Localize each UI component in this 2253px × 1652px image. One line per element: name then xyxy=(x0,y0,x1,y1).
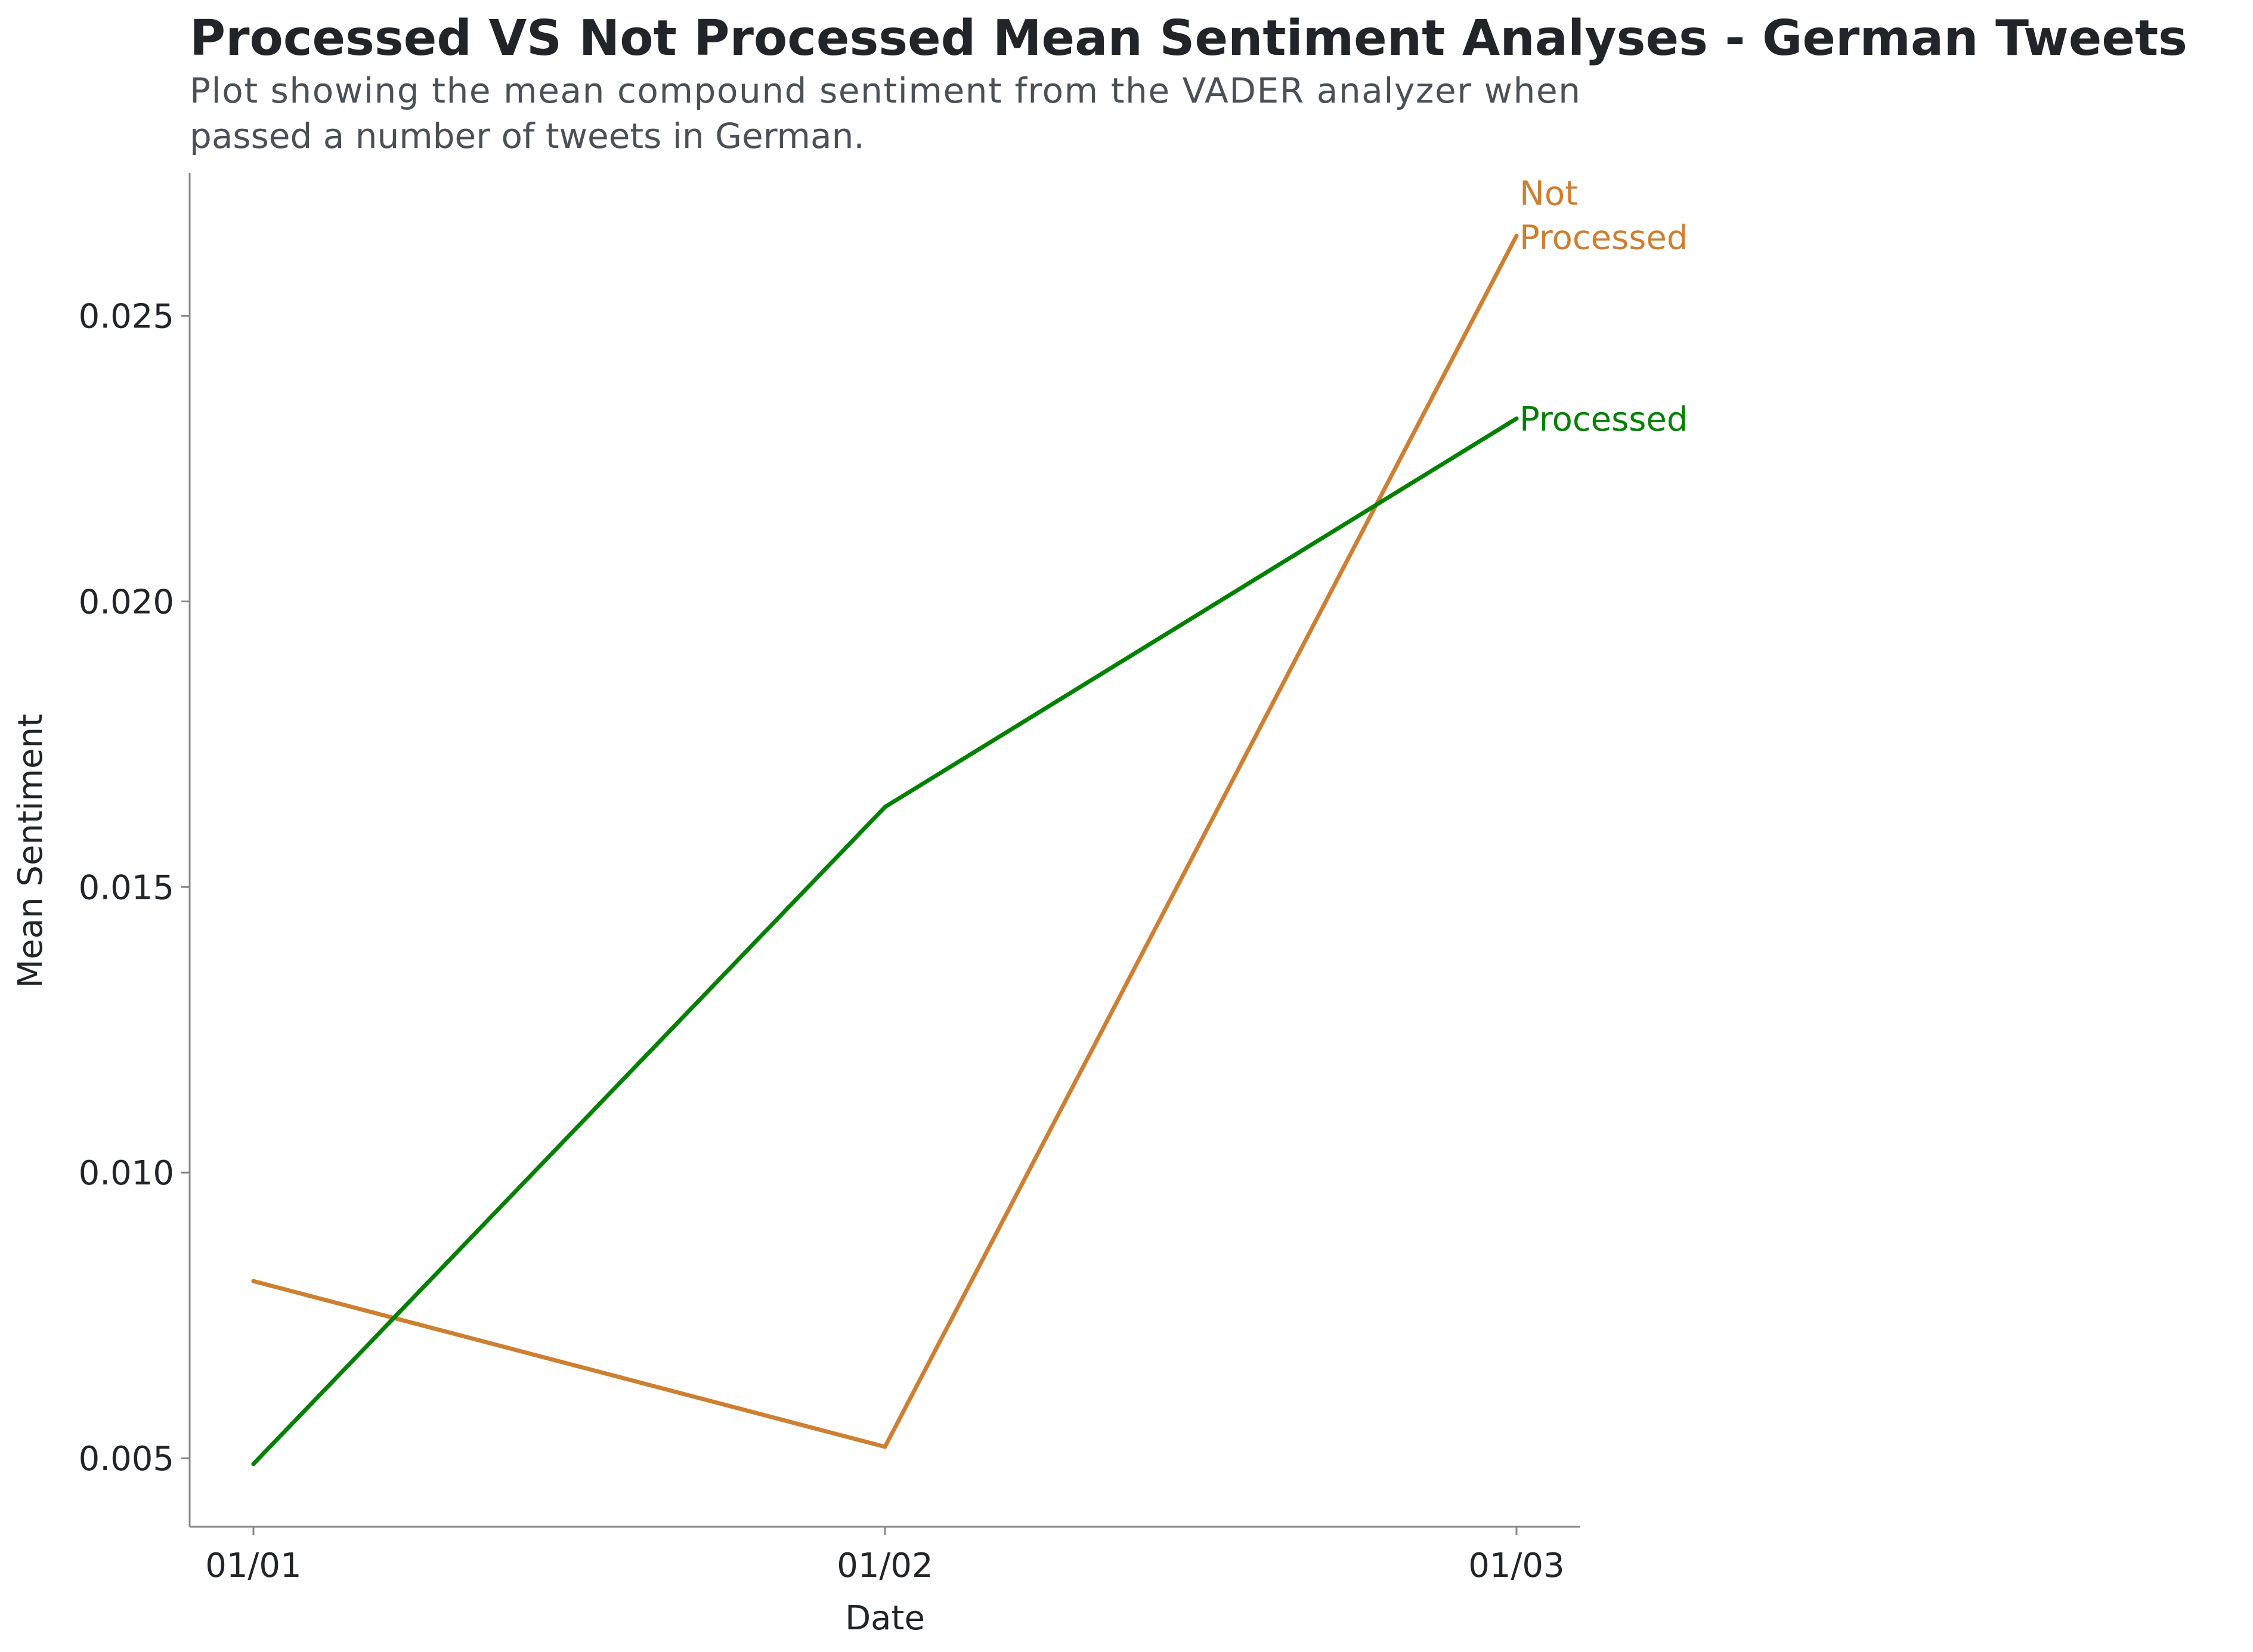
y-tick-label-0-010: 0.010 xyxy=(79,1154,174,1193)
chart-subtitle-line-1: Plot showing the mean compound sentiment… xyxy=(190,70,1580,111)
x-tick-label-01-03: 01/03 xyxy=(1468,1546,1564,1585)
y-tick-label-0-015: 0.015 xyxy=(79,868,174,907)
series-point-not-processed-01-01 xyxy=(251,1279,256,1283)
y-ticks: 0.005 0.010 0.015 0.020 0.025 xyxy=(79,297,190,1478)
series-point-not-processed-01-03 xyxy=(1514,233,1519,238)
x-axis-label: Date xyxy=(845,1599,925,1638)
series-point-not-processed-01-02 xyxy=(883,1444,887,1449)
series-labels: Not Processed Processed xyxy=(1519,174,1688,438)
chart-subtitle-line-2: passed a number of tweets in German. xyxy=(190,116,865,156)
series-point-processed-01-01 xyxy=(251,1462,256,1467)
y-axis-label: Mean Sentiment xyxy=(11,714,50,988)
y-tick-label-0-005: 0.005 xyxy=(79,1440,174,1478)
y-tick-label-0-025: 0.025 xyxy=(79,297,174,336)
series-point-processed-01-03 xyxy=(1514,416,1519,421)
x-tick-label-01-02: 01/02 xyxy=(837,1546,933,1585)
series-lines xyxy=(251,233,1519,1467)
series-label-processed-line-1: Processed xyxy=(1519,400,1688,439)
series-label-not-processed-line-2: Processed xyxy=(1519,218,1688,257)
series-label-not-processed-line-1: Not xyxy=(1519,174,1578,213)
x-ticks: 01/01 01/02 01/03 xyxy=(205,1527,1565,1585)
y-tick-label-0-020: 0.020 xyxy=(79,583,174,621)
series-line-processed xyxy=(251,416,1519,1467)
series-point-processed-01-02 xyxy=(883,805,887,809)
x-tick-label-01-01: 01/01 xyxy=(205,1546,301,1585)
chart-title: Processed VS Not Processed Mean Sentimen… xyxy=(190,10,2187,67)
